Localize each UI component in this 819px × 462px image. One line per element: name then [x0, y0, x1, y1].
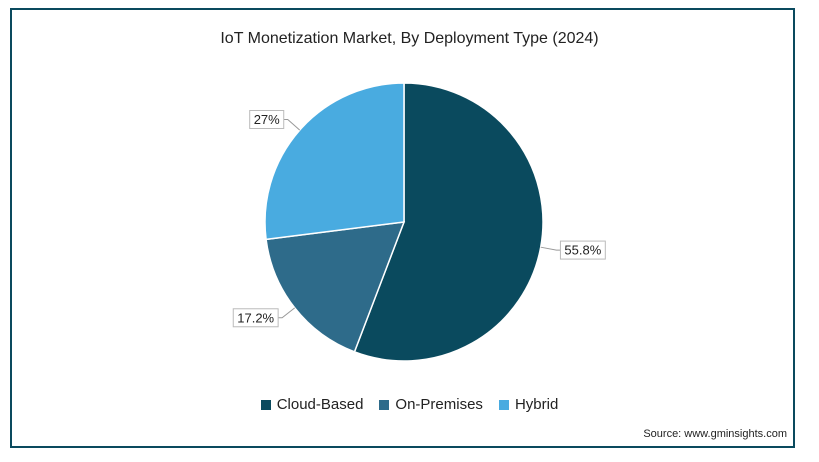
chart-legend: Cloud-Based On-Premises Hybrid — [0, 396, 819, 413]
label-leader-line — [278, 307, 296, 319]
legend-swatch — [260, 399, 271, 410]
legend-item-on-premises: On-Premises — [379, 396, 483, 413]
source-note: Source: www.gminsights.com — [643, 428, 787, 440]
pie-slice-cloud-based — [353, 82, 544, 362]
legend-item-cloud-based: Cloud-Based — [260, 396, 364, 413]
pie-data-labels: 55.8% 17.2% 27% — [232, 109, 606, 328]
pie-data-label-box — [559, 240, 606, 260]
legend-label: On-Premises — [395, 396, 483, 413]
pie-data-label-box — [249, 109, 285, 129]
legend-swatch — [498, 399, 509, 410]
pie-slice-hybrid — [264, 82, 405, 241]
legend-swatch — [379, 399, 390, 410]
label-leader-line — [540, 246, 561, 251]
chart-title: IoT Monetization Market, By Deployment T… — [220, 30, 599, 47]
legend-label: Hybrid — [514, 396, 559, 413]
pie-slices — [264, 82, 544, 362]
pie-data-label: 55.8% — [564, 243, 601, 258]
label-leader-line — [283, 118, 301, 131]
pie-data-label: 27% — [254, 112, 280, 127]
legend-label: Cloud-Based — [276, 396, 364, 413]
pie-data-label: 17.2% — [237, 310, 274, 325]
legend-item-hybrid: Hybrid — [498, 396, 559, 413]
pie-data-label-box — [232, 308, 279, 328]
